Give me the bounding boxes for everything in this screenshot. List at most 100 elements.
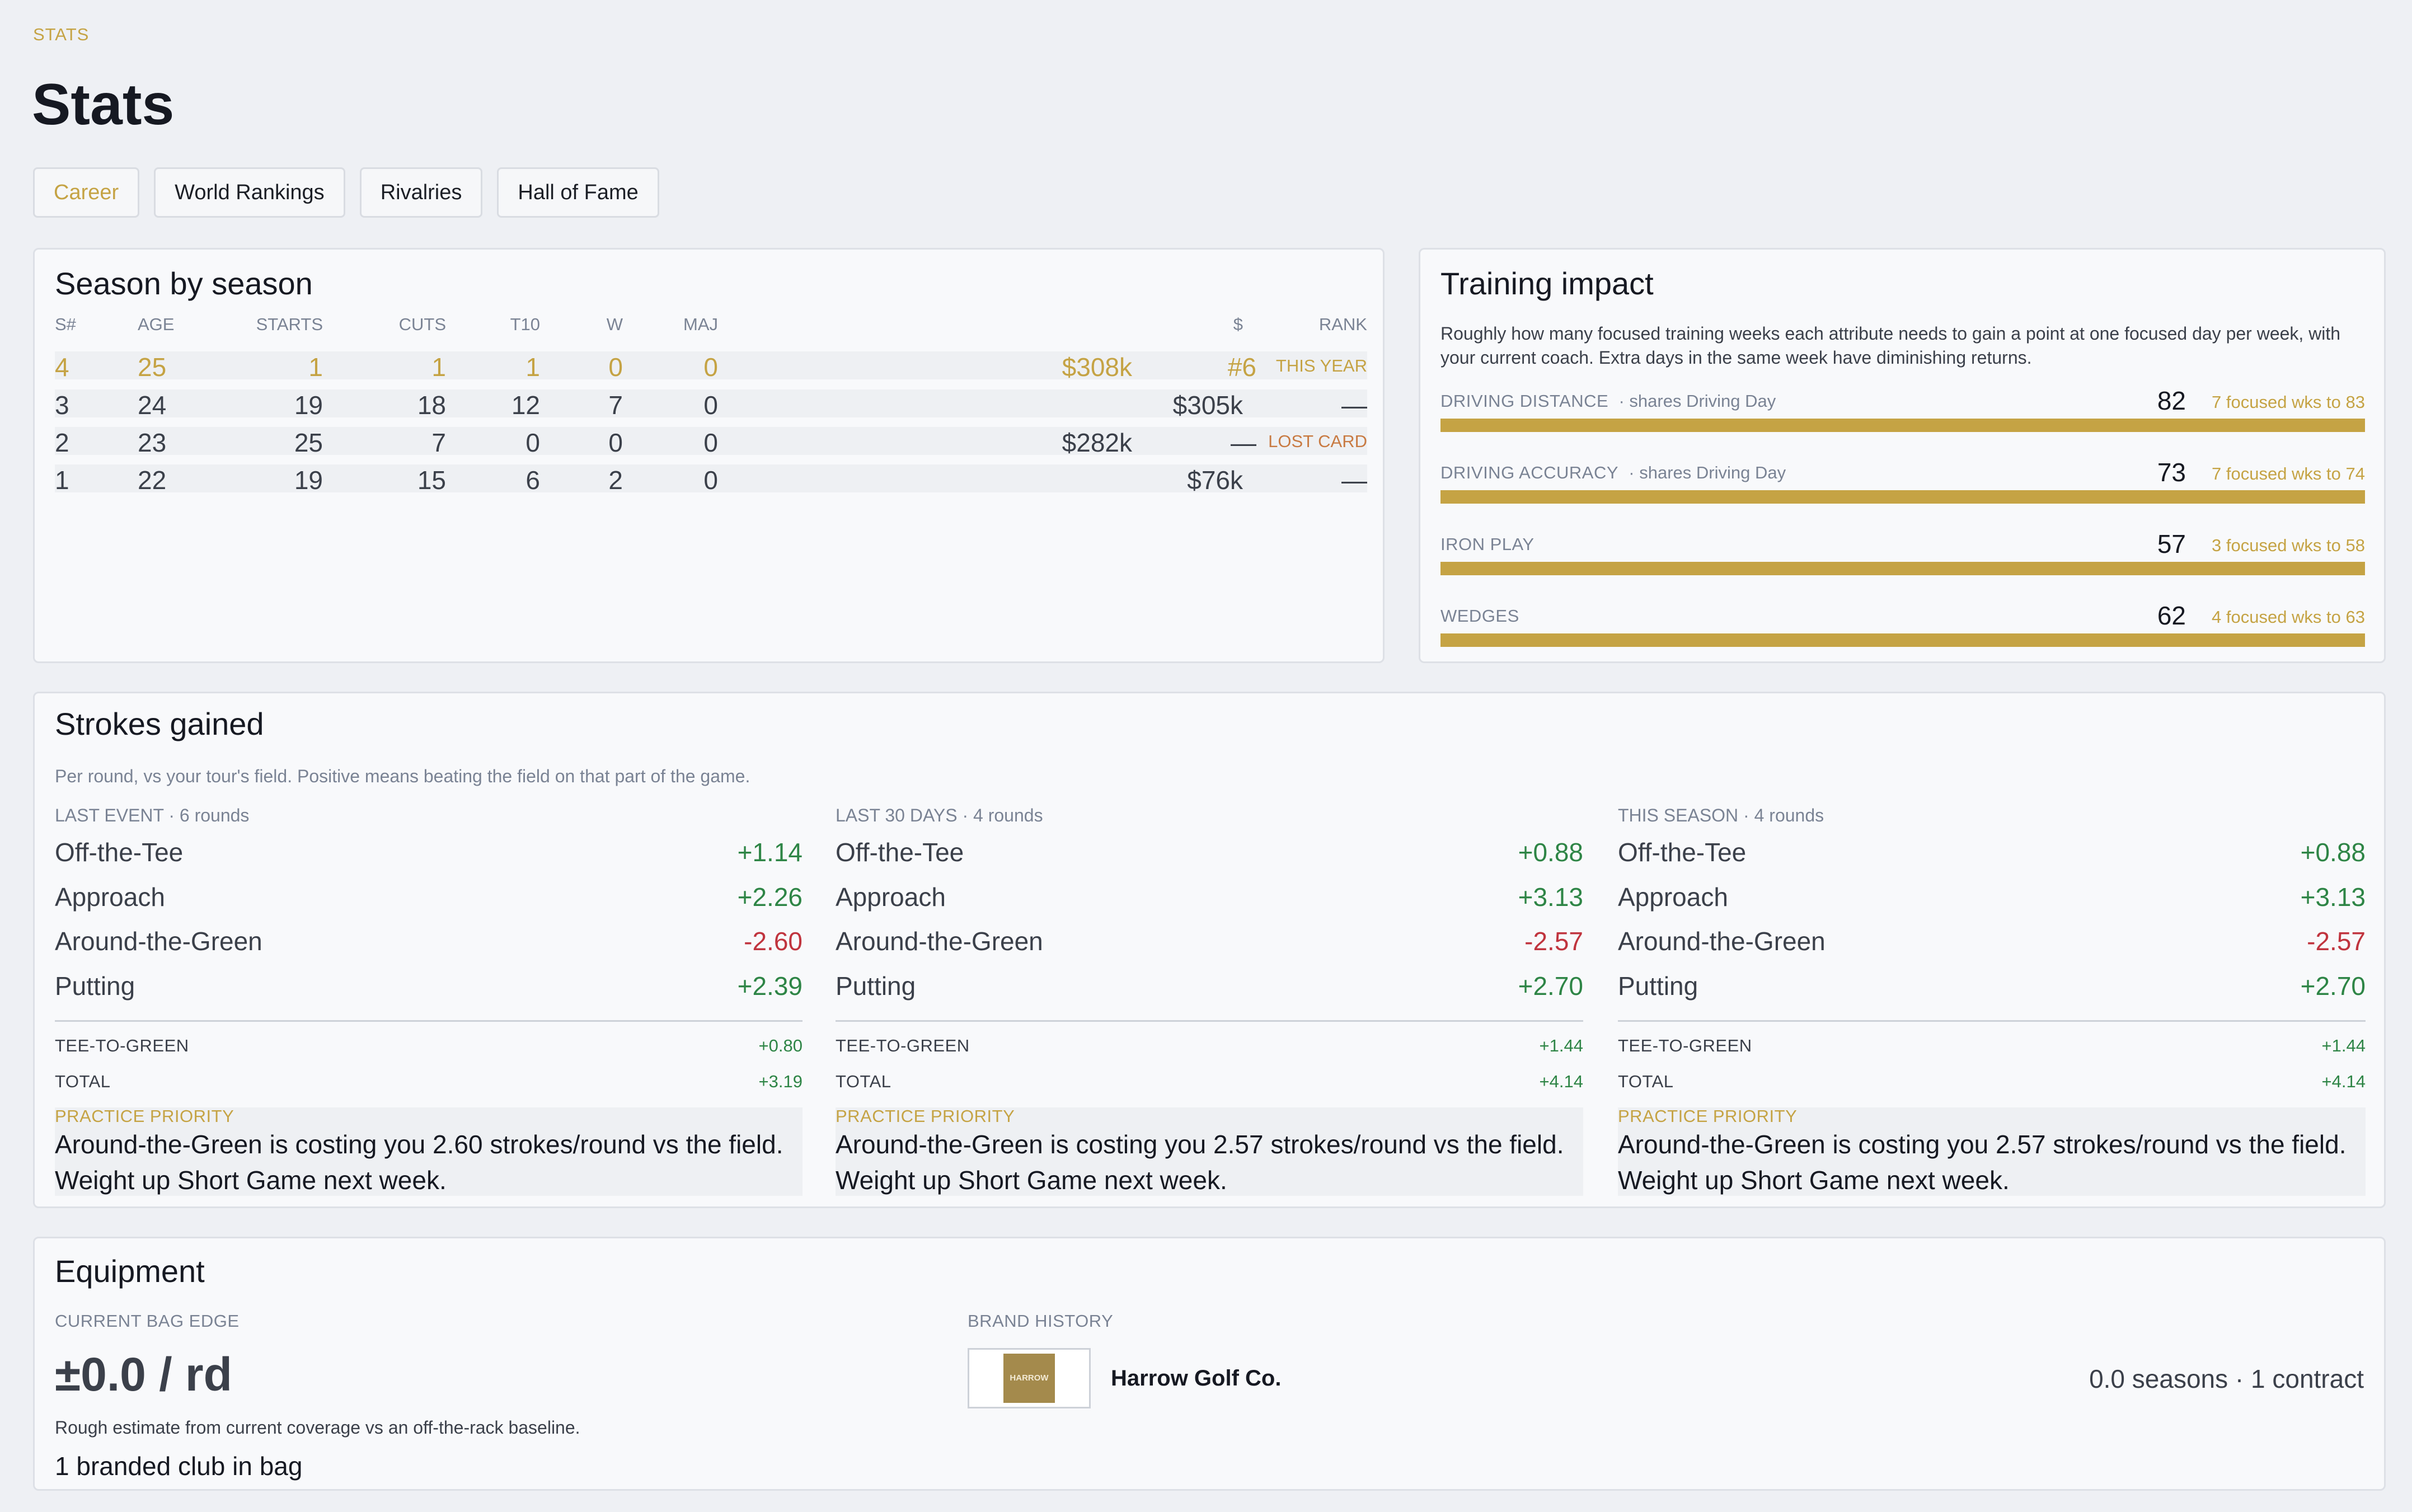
season-card: Season by season S# AGE STARTS CUTS T10 … [33, 248, 1385, 663]
season-starts: 19 [294, 391, 323, 420]
page-title: Stats [32, 72, 175, 137]
practice-priority: PRACTICE PRIORITY Around-the-Green is co… [55, 1106, 803, 1196]
season-starts: 1 [308, 353, 323, 382]
bag-edge-label: CURRENT BAG EDGE [55, 1311, 240, 1331]
practice-priority-label: PRACTICE PRIORITY [1618, 1106, 1798, 1126]
strokes-description: Per round, vs your tour's field. Positiv… [55, 766, 750, 786]
season-number: 3 [55, 391, 69, 420]
sg-label: Putting [1618, 971, 1698, 1001]
season-starts: 19 [294, 466, 323, 495]
season-row: 1 22 19 15 6 2 0 $76k — [55, 464, 1367, 495]
attribute-row: IRON PLAY 57 3 focused wks to 58 [1440, 529, 2365, 586]
attribute-note: 4 focused wks to 63 [2212, 607, 2365, 627]
col-maj: MAJ [683, 314, 718, 334]
sg-label: TEE-TO-GREEN [55, 1036, 189, 1055]
col-season: S# [55, 314, 76, 334]
col-cuts: CUTS [398, 314, 446, 334]
sg-value: +1.44 [2321, 1036, 2366, 1055]
season-rank: — [1341, 391, 1367, 420]
attribute-progress-bar [1440, 633, 2365, 647]
attribute-value: 73 [2157, 458, 2186, 487]
season-age: 25 [138, 353, 167, 382]
col-t10: T10 [510, 314, 540, 334]
season-wins: 0 [608, 428, 623, 457]
strokes-gained-card: Strokes gained Per round, vs your tour's… [33, 692, 2386, 1208]
sg-approach: Approach +2.26 [55, 882, 803, 915]
practice-priority-text: Around-the-Green is costing you 2.60 str… [55, 1130, 783, 1195]
brand-logo[interactable]: HARROW [968, 1348, 1091, 1408]
sg-label: TOTAL [836, 1072, 891, 1091]
tab-world-rankings[interactable]: World Rankings [154, 167, 345, 218]
season-tag: THIS YEAR [1275, 356, 1367, 375]
season-cuts: 1 [431, 353, 446, 382]
sg-label: Off-the-Tee [1618, 838, 1747, 867]
season-number: 4 [55, 353, 69, 382]
tab-career[interactable]: Career [33, 167, 140, 218]
col-age: AGE [138, 314, 175, 334]
season-header-row: S# AGE STARTS CUTS T10 W MAJ $ RANK [55, 314, 1367, 342]
season-money: $308k [1062, 353, 1132, 382]
season-money: $305k [1172, 391, 1243, 420]
sg-value: +4.14 [2321, 1072, 2366, 1091]
sg-value: +1.14 [737, 838, 803, 867]
attribute-progress-fill [1440, 419, 2365, 432]
period-label: THIS SEASON · 4 rounds [1618, 805, 1824, 825]
season-row: 3 24 19 18 12 7 0 $305k — [55, 389, 1367, 420]
sg-label: Off-the-Tee [836, 838, 964, 867]
practice-priority-text: Around-the-Green is costing you 2.57 str… [1618, 1130, 2347, 1195]
sg-label: Approach [836, 882, 946, 912]
sg-off-the-tee: Off-the-Tee +1.14 [55, 837, 803, 871]
season-number: 2 [55, 428, 69, 457]
sg-value: +2.39 [737, 971, 803, 1001]
sg-label: Around-the-Green [1618, 927, 1826, 956]
tab-bar: Career World Rankings Rivalries Hall of … [33, 167, 659, 218]
sg-label: Around-the-Green [55, 927, 262, 956]
brand-contract-summary: 0.0 seasons · 1 contract [2089, 1364, 2364, 1393]
sg-value: +2.26 [737, 882, 803, 912]
sg-value: +3.13 [2300, 882, 2366, 912]
divider [1618, 1020, 2366, 1022]
attribute-progress-bar [1440, 562, 2365, 575]
sg-value: +3.13 [1518, 882, 1583, 912]
sg-value: -2.57 [1524, 927, 1583, 956]
sg-tee-to-green: TEE-TO-GREEN +1.44 [836, 1036, 1583, 1058]
attribute-progress-bar [1440, 419, 2365, 432]
attribute-name: DRIVING ACCURACY [1440, 463, 1619, 482]
brand-name: Harrow Golf Co. [1111, 1366, 1282, 1391]
season-majors: 0 [703, 353, 718, 382]
sg-tee-to-green: TEE-TO-GREEN +0.80 [55, 1036, 803, 1058]
period-label: LAST 30 DAYS · 4 rounds [836, 805, 1043, 825]
sg-tee-to-green: TEE-TO-GREEN +1.44 [1618, 1036, 2366, 1058]
season-tag: LOST CARD [1268, 431, 1367, 451]
sg-around-the-green: Around-the-Green -2.57 [836, 926, 1583, 960]
season-cuts: 18 [417, 391, 446, 420]
divider [836, 1020, 1583, 1022]
attribute-row: WEDGES 62 4 focused wks to 63 [1440, 601, 2365, 658]
attribute-note: 3 focused wks to 58 [2212, 536, 2365, 555]
tab-rivalries[interactable]: Rivalries [359, 167, 483, 218]
season-title: Season by season [55, 266, 313, 301]
season-rank: — [1341, 466, 1367, 495]
bag-edge-value: ±0.0 / rd [55, 1348, 232, 1401]
sg-label: Putting [55, 971, 135, 1001]
season-wins: 7 [608, 391, 623, 420]
tab-hall-of-fame[interactable]: Hall of Fame [497, 167, 659, 218]
sg-putting: Putting +2.70 [1618, 971, 2366, 1004]
season-number: 1 [55, 466, 69, 495]
practice-priority-text: Around-the-Green is costing you 2.57 str… [836, 1130, 1564, 1195]
sg-value: +3.19 [758, 1072, 803, 1091]
attribute-progress-fill [1440, 633, 2365, 647]
period-label: LAST EVENT · 6 rounds [55, 805, 250, 825]
attribute-note: 7 focused wks to 83 [2212, 392, 2365, 412]
attribute-value: 57 [2157, 529, 2186, 558]
season-starts: 25 [294, 428, 323, 457]
practice-priority-label: PRACTICE PRIORITY [836, 1106, 1015, 1126]
training-card: Training impact Roughly how many focused… [1419, 248, 2386, 663]
training-description: Roughly how many focused training weeks … [1440, 323, 2341, 368]
sg-putting: Putting +2.70 [836, 971, 1583, 1004]
attribute-name: DRIVING DISTANCE [1440, 391, 1609, 411]
season-money: $282k [1062, 428, 1132, 457]
attribute-row: DRIVING ACCURACY · shares Driving Day 73… [1440, 458, 2365, 515]
sg-around-the-green: Around-the-Green -2.57 [1618, 926, 2366, 960]
